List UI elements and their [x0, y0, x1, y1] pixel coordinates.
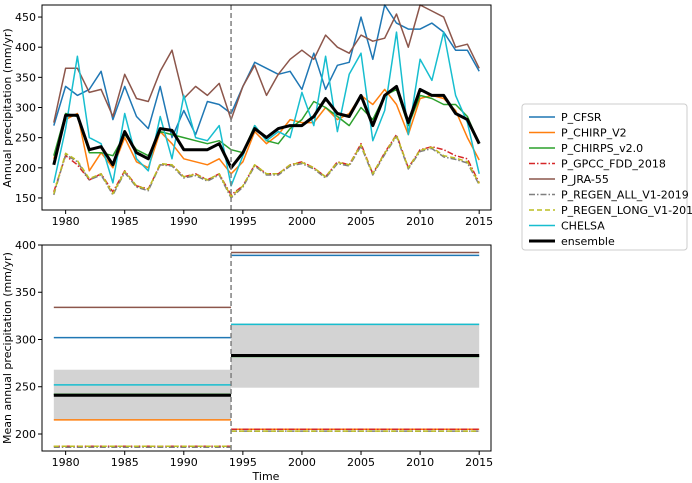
bottom-x-tick-label: 2015	[465, 456, 493, 469]
top-x-tick-label: 1980	[52, 215, 80, 228]
bottom-x-tick-label: 1990	[170, 456, 198, 469]
top-chart-panel: 1980 1985 1990 1995 2000 2005 2010 2015 150 200 2…	[1, 4, 493, 228]
bottom-x-tick-label: 2000	[288, 456, 316, 469]
top-x-tick-label: 2000	[288, 215, 316, 228]
top-x-tick-label: 2010	[406, 215, 434, 228]
bottom-y-tick-label: 400	[15, 239, 36, 252]
series-line-chelsa	[53, 31, 480, 187]
top-series-lines	[52, 4, 481, 210]
series-line-p-regen-all-v1-2019	[53, 135, 480, 199]
legend-box	[521, 103, 688, 251]
legend-label: P_CFSR	[561, 111, 602, 124]
legend-label: P_CHIRP_V2	[561, 127, 627, 140]
bottom-y-tick-label: 350	[15, 286, 36, 299]
top-y-tick-label: 450	[15, 11, 36, 24]
top-x-axis: 1980 1985 1990 1995 2000 2005 2010 2015	[52, 210, 493, 228]
bottom-plot-frame	[41, 244, 492, 452]
legend-label: CHELSA	[561, 220, 605, 233]
legend-label: P_REGEN_LONG_V1-2019	[561, 204, 692, 217]
series-line-p-jra-55	[53, 4, 480, 123]
top-y-axis-label: Annual precipitation (mm/yr)	[1, 28, 14, 187]
top-y-tick-label: 200	[15, 162, 36, 175]
top-x-tick-label: 1985	[111, 215, 139, 228]
bottom-x-tick-label: 1980	[52, 456, 80, 469]
legend-label: P_REGEN_ALL_V1-2019	[561, 189, 689, 202]
legend: P_CFSR P_CHIRP_V2 P_CHIRPS_v2.0 P_GPCC_FDD_…	[521, 103, 692, 251]
top-y-tick-label: 350	[15, 71, 36, 84]
legend-label: P_JRA-55	[561, 173, 609, 186]
top-y-tick-label: 400	[15, 41, 36, 54]
series-line-p-cfsr	[53, 4, 480, 139]
bottom-y-tick-label: 300	[15, 333, 36, 346]
legend-label: P_GPCC_FDD_2018	[561, 158, 666, 171]
series-line-ensemble	[52, 84, 481, 170]
bottom-x-tick-label: 2005	[347, 456, 375, 469]
series-line-p-regen-long-v1-2019	[53, 134, 480, 198]
legend-label: P_CHIRPS_v2.0	[561, 142, 643, 155]
top-x-tick-label: 2005	[347, 215, 375, 228]
bottom-mean-lines	[53, 245, 480, 451]
bottom-y-tick-label: 200	[15, 428, 36, 441]
top-x-tick-label: 1990	[170, 215, 198, 228]
top-y-axis: 150 200 250 300 350 400 450	[15, 11, 42, 205]
bottom-x-tick-label: 1995	[229, 456, 257, 469]
bottom-chart-panel: 1980 1985 1990 1995 2000 2005 2010 2015 200 250 3…	[1, 239, 493, 483]
legend-label: ensemble	[561, 235, 615, 248]
bottom-x-tick-label: 2010	[406, 456, 434, 469]
bottom-y-axis: 200 250 300 350 400	[15, 239, 42, 441]
top-y-tick-label: 250	[15, 132, 36, 145]
bottom-y-tick-label: 250	[15, 381, 36, 394]
bottom-y-axis-label: Mean annual precipitation (mm/yr)	[1, 252, 14, 444]
bottom-x-axis-label: Time	[252, 470, 280, 483]
top-x-tick-label: 2015	[465, 215, 493, 228]
bottom-x-axis: 1980 1985 1990 1995 2000 2005 2010 2015	[52, 451, 493, 469]
top-x-tick-label: 1995	[229, 215, 257, 228]
top-y-tick-label: 150	[15, 192, 36, 205]
bottom-x-tick-label: 1985	[111, 456, 139, 469]
top-y-tick-label: 300	[15, 102, 36, 115]
